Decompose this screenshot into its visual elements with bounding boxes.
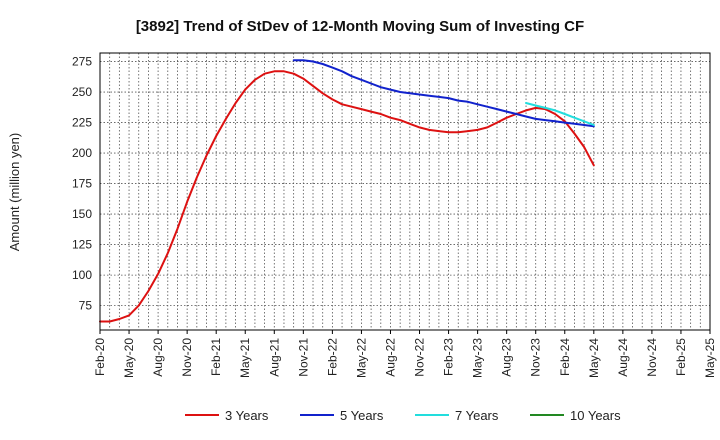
x-tick-label: May-23: [471, 338, 485, 378]
y-axis-label: Amount (million yen): [7, 133, 22, 252]
series-layer: [99, 59, 595, 323]
plot-frame: [99, 52, 711, 331]
y-tick-label: 200: [72, 146, 92, 160]
x-tick-label: Nov-24: [645, 338, 659, 377]
legend-label: 3 Years: [225, 408, 269, 423]
x-tick-label: Nov-23: [529, 338, 543, 377]
x-tick-label: May-20: [122, 338, 136, 378]
series-line-7-years: [525, 102, 595, 126]
y-tick-label: 175: [72, 177, 92, 191]
y-tick-layer: 75 100 125 150 175 200 225 250 275: [72, 55, 92, 313]
x-tick-label: Feb-21: [209, 338, 223, 376]
x-tick-label: Aug-20: [151, 338, 165, 377]
y-tick-label: 225: [72, 116, 92, 130]
x-tick-label: May-21: [238, 338, 252, 378]
x-tick-label: Nov-20: [180, 338, 194, 377]
x-tick-layer: Feb-20 May-20 Aug-20 Nov-20 Feb-21 May-21 Aug-…: [93, 330, 717, 378]
x-tick-label: May-22: [354, 338, 368, 378]
x-tick-label: Feb-25: [674, 338, 688, 376]
x-tick-label: Nov-22: [413, 338, 427, 377]
x-tick-label: Nov-21: [296, 338, 310, 377]
grid-layer: [99, 53, 711, 330]
series-line-3-years: [99, 70, 595, 323]
legend-label: 7 Years: [455, 408, 499, 423]
legend: 3 Years 5 Years 7 Years 10 Years: [185, 408, 621, 423]
legend-label: 5 Years: [340, 408, 384, 423]
y-tick-label: 150: [72, 207, 92, 221]
y-tick-label: 275: [72, 55, 92, 69]
x-tick-label: Feb-23: [442, 338, 456, 376]
legend-label: 10 Years: [570, 408, 621, 423]
x-tick-label: Aug-23: [500, 338, 514, 377]
x-tick-label: Feb-20: [93, 338, 107, 376]
chart-title: [3892] Trend of StDev of 12-Month Moving…: [136, 18, 584, 35]
series-line-5-years: [292, 59, 595, 128]
y-tick-label: 125: [72, 238, 92, 252]
y-tick-label: 250: [72, 85, 92, 99]
x-tick-label: May-24: [587, 338, 601, 378]
x-tick-label: Aug-21: [267, 338, 281, 377]
x-tick-label: Aug-24: [616, 338, 630, 377]
x-tick-label: Feb-24: [558, 338, 572, 376]
x-tick-label: Feb-22: [325, 338, 339, 376]
x-tick-label: Aug-22: [383, 338, 397, 377]
y-tick-label: 75: [79, 299, 93, 313]
x-tick-label: May-25: [703, 338, 717, 378]
y-tick-label: 100: [72, 268, 92, 282]
